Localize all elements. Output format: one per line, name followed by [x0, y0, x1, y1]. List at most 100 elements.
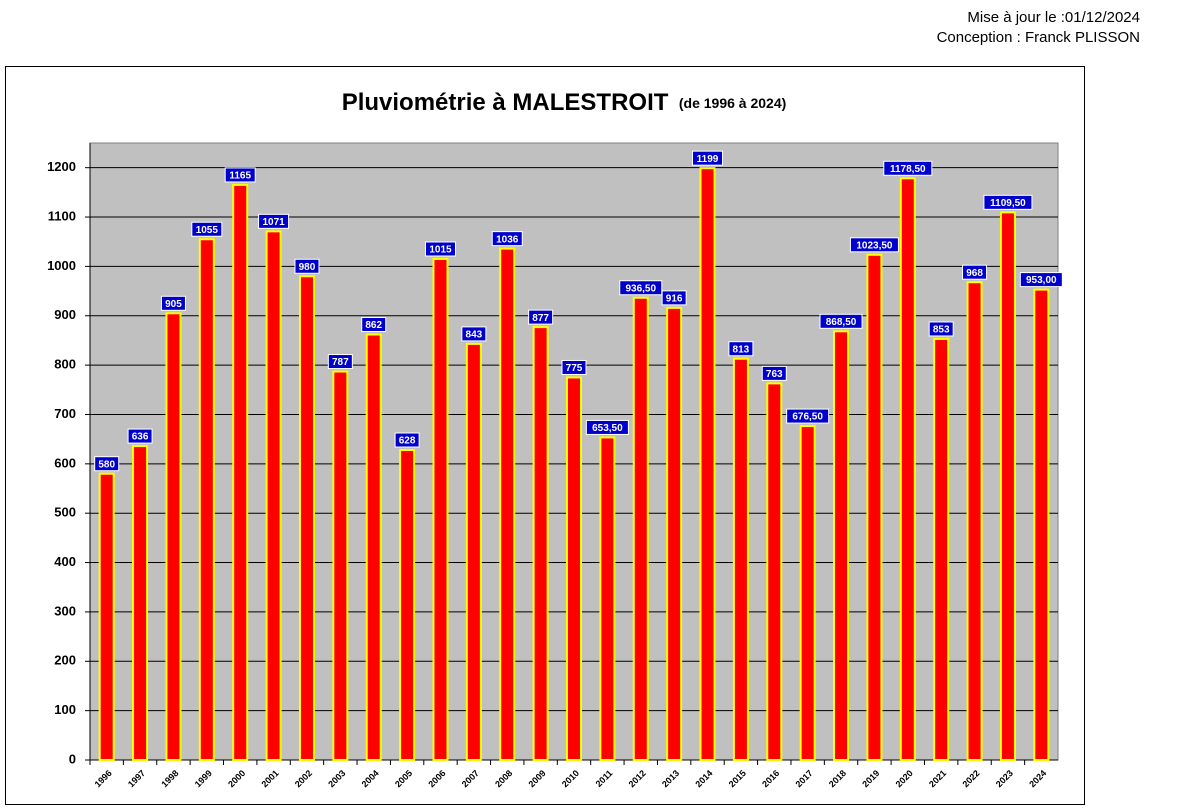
value-label-box: [1019, 272, 1063, 288]
value-label-box: [849, 237, 899, 253]
value-label-box: [94, 456, 120, 472]
value-label-box: [491, 231, 523, 247]
value-label-box: [661, 290, 687, 306]
y-tick-label: 200: [54, 653, 76, 668]
value-label: 1199: [697, 154, 719, 165]
value-label: 980: [299, 262, 316, 273]
value-label-box: [819, 313, 863, 329]
value-label-box: [160, 295, 186, 311]
bar: [198, 238, 215, 761]
bar: [666, 306, 683, 761]
bar: [766, 382, 783, 761]
value-label: 916: [666, 294, 683, 305]
y-tick-label: 0: [69, 751, 76, 766]
value-label: 853: [933, 325, 950, 336]
value-label-box: [461, 326, 487, 342]
value-label-box: [294, 258, 320, 274]
chart-subtitle: (de 1996 à 2024): [679, 95, 786, 111]
value-label: 1109,50: [990, 198, 1026, 209]
y-tick-label: 1100: [48, 208, 76, 223]
bar: [499, 247, 516, 761]
value-label-box: [561, 359, 587, 375]
value-label: 787: [332, 357, 349, 368]
y-tick-label: 500: [54, 505, 76, 520]
chart-title: Pluviométrie à MALESTROIT: [342, 89, 669, 116]
value-label-box: [786, 408, 830, 424]
value-label: 868,50: [826, 317, 857, 328]
value-label: 1165: [229, 171, 251, 182]
value-label-box: [883, 160, 933, 176]
bar: [465, 342, 482, 761]
value-label-box: [983, 194, 1033, 210]
value-label: 813: [733, 344, 750, 355]
value-label: 1015: [429, 245, 452, 256]
value-label-box: [728, 341, 754, 357]
bar: [632, 296, 649, 761]
bar: [966, 281, 983, 761]
y-tick-label: 100: [54, 702, 76, 717]
bar: [165, 312, 182, 761]
value-label: 580: [98, 459, 115, 470]
bar: [132, 445, 149, 761]
y-tick-label: 1200: [47, 159, 76, 174]
value-label-box: [962, 264, 988, 280]
y-tick-label: 300: [54, 603, 76, 618]
value-label: 1055: [196, 225, 219, 236]
value-label-box: [191, 221, 223, 237]
value-label-box: [761, 365, 787, 381]
value-label-box: [585, 419, 629, 435]
value-label-box: [424, 241, 456, 257]
chart-heading: Pluviométrie à MALESTROIT (de 1996 à 202…: [342, 89, 787, 116]
value-label-box: [619, 280, 663, 296]
value-label: 636: [132, 432, 149, 443]
y-tick-label: 900: [54, 307, 76, 322]
bar: [866, 253, 883, 761]
value-label: 676,50: [792, 412, 823, 423]
bar: [933, 337, 950, 761]
bar: [899, 177, 916, 761]
y-tick-label: 700: [54, 406, 76, 421]
value-label-box: [394, 432, 420, 448]
bar: [265, 230, 282, 762]
value-label: 1023,50: [856, 240, 893, 251]
value-label: 628: [399, 436, 416, 447]
value-label: 968: [966, 268, 983, 279]
value-label: 877: [532, 313, 549, 324]
bar: [599, 436, 616, 761]
y-tick-label: 400: [54, 554, 76, 569]
y-tick-label: 1000: [47, 258, 76, 273]
value-label-box: [361, 317, 387, 333]
bar: [365, 333, 382, 761]
value-label-box: [327, 354, 353, 370]
bar: [799, 425, 816, 761]
value-label: 1071: [262, 217, 285, 228]
bar: [298, 275, 315, 761]
value-label-box: [224, 167, 256, 183]
value-label: 763: [766, 369, 783, 380]
bar: [399, 449, 416, 761]
bar: [833, 330, 850, 761]
value-label-box: [127, 428, 153, 444]
value-label: 775: [566, 363, 583, 374]
bar: [232, 183, 249, 761]
value-label: 1036: [496, 234, 519, 245]
value-label: 653,50: [592, 423, 623, 434]
value-label: 843: [466, 330, 483, 341]
bar: [532, 326, 549, 761]
bar: [999, 211, 1016, 761]
update-date: Mise à jour le :01/12/2024: [967, 9, 1140, 26]
value-label-box: [258, 213, 290, 229]
bar: [98, 472, 115, 761]
value-label: 1178,50: [890, 164, 926, 175]
bar: [432, 257, 449, 761]
value-label-box: [528, 309, 554, 325]
value-label-box: [928, 321, 954, 337]
y-tick-label: 800: [54, 357, 76, 372]
bar: [732, 357, 749, 761]
value-label: 953,00: [1026, 275, 1057, 286]
author: Conception : Franck PLISSON: [937, 29, 1140, 46]
y-tick-label: 600: [54, 455, 76, 470]
bar: [566, 376, 582, 761]
